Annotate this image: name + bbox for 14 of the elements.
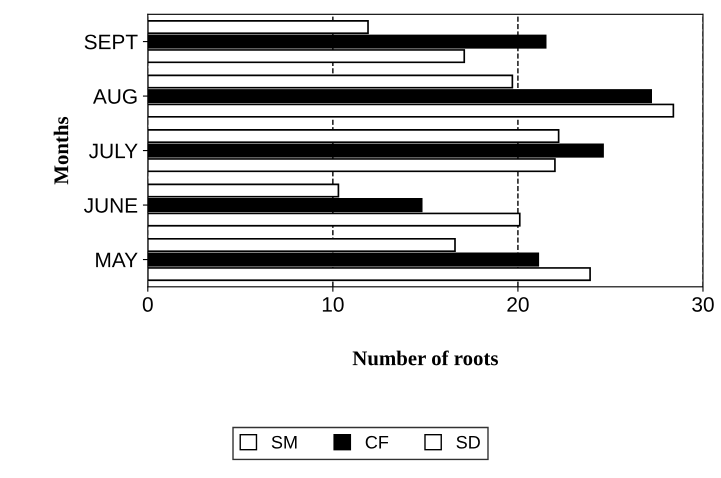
y-tick-label: JUNE (84, 198, 138, 213)
x-tick-label: 20 (507, 297, 529, 312)
y-tick-label: AUG (92, 89, 137, 104)
legend-label: SM (272, 436, 297, 449)
x-tick-label: 10 (322, 297, 344, 312)
x-tick-label: 30 (692, 297, 714, 312)
y-tick-label: MAY (96, 252, 138, 268)
x-axis-title: Number of roots (352, 350, 498, 366)
legend-label: CF (366, 436, 388, 449)
y-axis-title: Months (54, 116, 68, 184)
y-tick-label: SEPT (84, 34, 138, 50)
x-tick-label: 0 (142, 297, 153, 312)
legend-label: SD (456, 436, 480, 449)
y-tick-label: JULY (89, 144, 138, 158)
